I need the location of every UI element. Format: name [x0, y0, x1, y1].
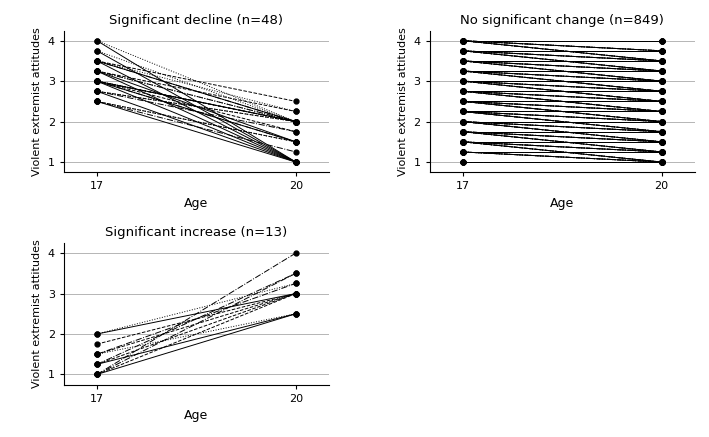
Title: Significant decline (n=48): Significant decline (n=48)	[109, 14, 284, 27]
Title: No significant change (n=849): No significant change (n=849)	[460, 14, 664, 27]
Title: Significant increase (n=13): Significant increase (n=13)	[105, 226, 288, 239]
X-axis label: Age: Age	[184, 197, 208, 210]
Y-axis label: Violent extremist attitudes: Violent extremist attitudes	[32, 27, 42, 176]
X-axis label: Age: Age	[184, 409, 208, 422]
X-axis label: Age: Age	[550, 197, 574, 210]
Y-axis label: Violent extremist attitudes: Violent extremist attitudes	[398, 27, 408, 176]
Y-axis label: Violent extremist attitudes: Violent extremist attitudes	[32, 239, 42, 388]
